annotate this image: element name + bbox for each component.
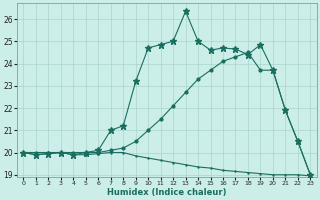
X-axis label: Humidex (Indice chaleur): Humidex (Indice chaleur) [107,188,227,197]
